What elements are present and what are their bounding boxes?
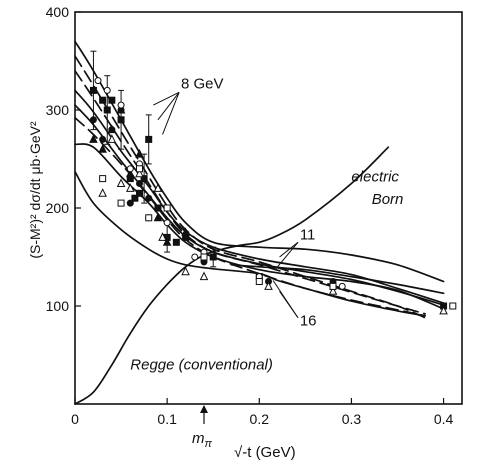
curves bbox=[74, 40, 445, 405]
point-filled-square-10 bbox=[145, 135, 153, 143]
leader-line-4 bbox=[279, 241, 299, 258]
curve-9 bbox=[230, 263, 445, 295]
annotation-4: electric bbox=[351, 169, 399, 186]
y-tick-label-1: 100 bbox=[46, 298, 70, 314]
point-open-triangle-9 bbox=[199, 271, 209, 281]
curve-3 bbox=[74, 69, 426, 315]
point-open-square-7 bbox=[255, 278, 263, 285]
point-open-square-3 bbox=[136, 165, 143, 173]
point-open-square-2 bbox=[117, 199, 125, 207]
leader-line-5 bbox=[275, 241, 299, 270]
y-tick-label-3: 300 bbox=[46, 102, 70, 118]
point-filled-circle-2 bbox=[99, 135, 107, 143]
mpi-arrow-head bbox=[200, 405, 208, 413]
point-filled-circle-5 bbox=[126, 199, 134, 207]
point-open-triangle-8 bbox=[181, 266, 190, 276]
point-open-triangle-5 bbox=[135, 168, 144, 178]
annotations: 8 GeV 11 16 electric Born Regge (conventional… bbox=[130, 75, 403, 373]
point-open-circle-3 bbox=[117, 101, 125, 109]
point-open-triangle-1 bbox=[98, 188, 107, 197]
annotation-6: Regge (conventional) bbox=[130, 357, 273, 374]
point-filled-square-7 bbox=[131, 194, 139, 202]
point-filled-square-13 bbox=[172, 238, 180, 246]
y-tick-label-4: 400 bbox=[46, 4, 70, 20]
x-tick-label-3: 0.2 bbox=[250, 411, 270, 427]
point-open-square-4 bbox=[145, 214, 153, 222]
point-filled-triangle-6 bbox=[135, 148, 144, 158]
point-filled-square-9 bbox=[140, 175, 148, 183]
point-filled-square-1 bbox=[89, 86, 97, 94]
leader-line-1 bbox=[153, 91, 180, 106]
point-open-square-8 bbox=[329, 282, 337, 290]
point-open-triangle-7 bbox=[158, 232, 167, 241]
x-tick-label-5: 0.4 bbox=[434, 411, 454, 427]
point-open-square-6 bbox=[200, 253, 208, 261]
point-filled-square-15 bbox=[209, 253, 217, 261]
point-open-circle-4 bbox=[126, 165, 134, 173]
point-filled-triangle-5 bbox=[125, 168, 135, 178]
mpi-label-sub: π bbox=[205, 438, 213, 450]
point-filled-square-4 bbox=[108, 96, 116, 104]
curve-5 bbox=[74, 104, 445, 306]
point-filled-triangle-2 bbox=[98, 144, 107, 153]
point-filled-square-3 bbox=[103, 106, 111, 114]
annotation-2: 11 bbox=[300, 226, 316, 243]
point-open-square-1 bbox=[99, 175, 107, 183]
point-filled-circle-1 bbox=[89, 116, 97, 124]
point-filled-triangle-3 bbox=[107, 124, 117, 134]
annotation-5: Born bbox=[372, 191, 404, 208]
point-filled-circle-6 bbox=[136, 180, 143, 187]
point-filled-circle-7 bbox=[145, 194, 153, 202]
point-filled-triangle-8 bbox=[162, 237, 172, 246]
leader-line-7 bbox=[272, 280, 299, 319]
curve-4 bbox=[74, 89, 445, 304]
point-filled-triangle-7 bbox=[153, 212, 163, 222]
axis-ticks: 0 0.1 0.2 0.3 0.4 100 200 300 400 bbox=[46, 4, 454, 427]
curve-2 bbox=[74, 55, 426, 319]
curve-1 bbox=[74, 40, 445, 283]
point-filled-circle-8 bbox=[154, 204, 162, 212]
point-open-triangle-6 bbox=[153, 183, 163, 192]
annotation-1: 8 GeV bbox=[181, 75, 224, 92]
point-open-circle-2 bbox=[103, 86, 111, 94]
x-axis-label: √-t (GeV) bbox=[234, 444, 296, 461]
point-open-circle-11 bbox=[338, 282, 346, 290]
point-open-triangle-10 bbox=[264, 281, 273, 290]
y-axis-label: (S-M²)² dσ/dt μb·GeV² bbox=[27, 121, 43, 259]
annotation-3: 16 bbox=[300, 313, 317, 330]
mpi-label-main: m bbox=[192, 430, 205, 447]
leader-line-2 bbox=[157, 92, 180, 121]
point-filled-square-5 bbox=[117, 116, 125, 124]
point-open-triangle-3 bbox=[116, 178, 126, 187]
point-filled-triangle-1 bbox=[89, 134, 98, 143]
leader-line-3 bbox=[162, 92, 180, 135]
curve-6 bbox=[74, 116, 426, 317]
x-tick-label-4: 0.3 bbox=[342, 411, 362, 427]
point-open-triangle-4 bbox=[125, 183, 135, 192]
point-filled-triangle-9 bbox=[181, 227, 190, 236]
x-tick-label-1: 0 bbox=[71, 411, 79, 427]
point-open-square-9 bbox=[449, 302, 457, 310]
point-filled-square-2 bbox=[99, 96, 107, 104]
x-tick-label-2: 0.1 bbox=[157, 411, 177, 427]
point-open-circle-8 bbox=[191, 253, 199, 261]
curve-8 bbox=[74, 170, 426, 317]
plot-border bbox=[74, 11, 463, 405]
point-open-square-5 bbox=[163, 204, 171, 212]
plot-frame bbox=[74, 11, 463, 405]
point-open-circle-1 bbox=[94, 77, 102, 85]
data-points bbox=[89, 50, 457, 315]
mpi-label: mπ bbox=[192, 430, 213, 450]
point-filled-triangle-4 bbox=[116, 104, 126, 114]
point-open-circle-7 bbox=[163, 219, 171, 227]
curve-7 bbox=[74, 143, 445, 310]
point-open-triangle-2 bbox=[107, 134, 117, 143]
point-open-triangle-11 bbox=[328, 286, 338, 295]
point-open-triangle-12 bbox=[439, 305, 448, 315]
point-filled-square-8 bbox=[136, 189, 143, 197]
y-tick-label-2: 200 bbox=[46, 200, 70, 216]
